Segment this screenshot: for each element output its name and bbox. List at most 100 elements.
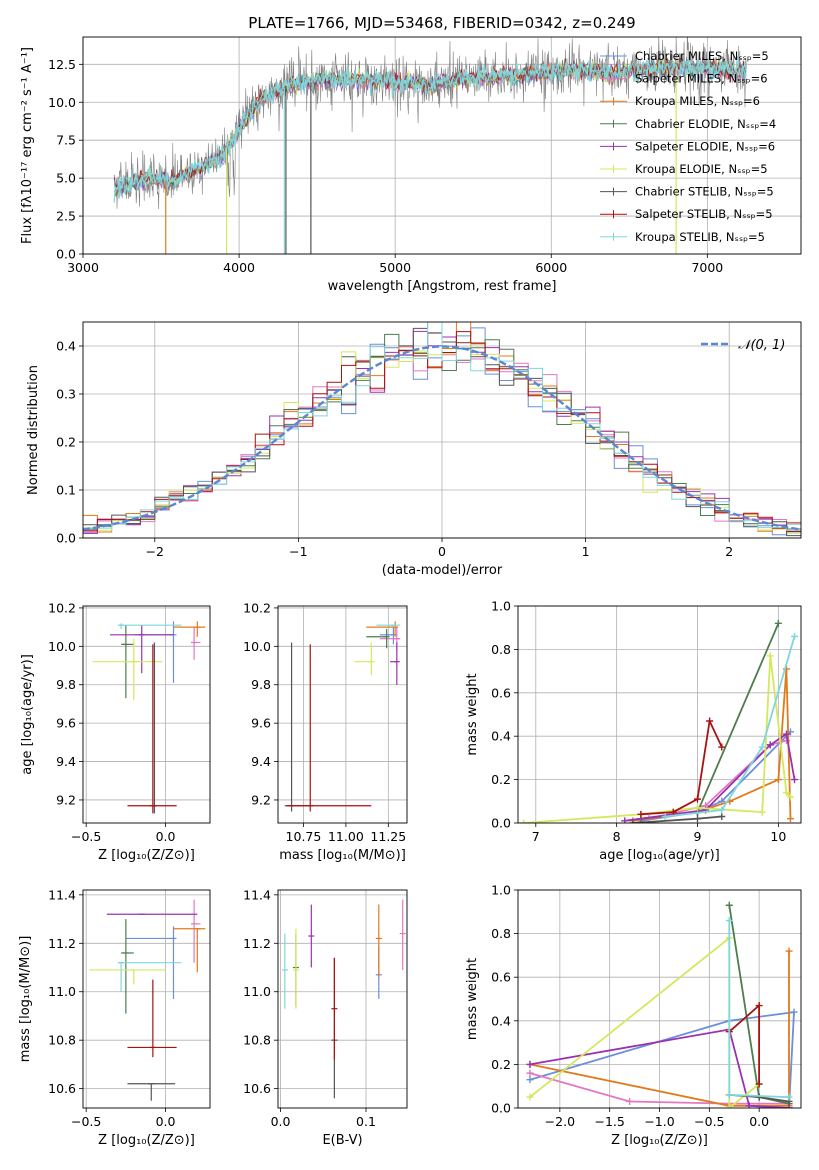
weights-salpeter-stelib (637, 717, 726, 818)
weights-marker (785, 947, 793, 955)
plot-area-age_vs_mass (284, 621, 401, 812)
x-tick-label: 0 (438, 544, 446, 559)
errorbar-chabrier-elodie (121, 919, 134, 1014)
y-axis-label: age [log₁₀(age/yr)] (20, 654, 35, 775)
errorbar-chabrier-stelib (284, 642, 309, 812)
weights-kroupa-elodie (526, 934, 763, 1108)
x-tick-label: −0.5 (694, 1114, 724, 1129)
y-tick-label: 0.4 (491, 1013, 511, 1028)
errorbar-chabrier-miles (133, 621, 177, 683)
errorbar-salpeter-miles (190, 899, 201, 963)
x-axis-label: Z [log₁₀(Z/Z⊙)] (611, 1133, 708, 1148)
y-tick-label: 0.8 (491, 926, 511, 941)
axes-frame (82, 36, 802, 255)
weights-marker (626, 1097, 634, 1105)
y-tick-label: 11.2 (243, 936, 271, 951)
x-tick-label: −2 (146, 544, 164, 559)
weights-marker (786, 793, 794, 801)
weights-marker (718, 743, 726, 751)
weights-line (529, 1028, 790, 1108)
weights-marker (706, 717, 714, 725)
weights-marker (694, 795, 702, 803)
errorbar-kroupa-elodie (354, 642, 375, 676)
x-tick-label: −2.0 (545, 1114, 575, 1129)
weights-kroupa-elodie (520, 652, 794, 823)
weights-marker (755, 1080, 763, 1088)
weights-marker (758, 808, 766, 816)
y-tick-label: 0.1 (56, 483, 76, 498)
weights-kroupa-stelib (661, 632, 799, 820)
axes-age_vs_mass: 10.75 11.00 11.25 9.2 9.4 9.6 9.8 10.0 10.2 mass … (243, 600, 408, 863)
x-tick-label: −1 (289, 544, 307, 559)
model-fit-kroupa-stelib (113, 59, 747, 194)
errorbar-salpeter-stelib (286, 644, 372, 812)
x-axis-label: age [log₁₀(age/yr)] (599, 848, 720, 863)
errorbar-salpeter-elodie (308, 904, 315, 968)
y-tick-label: 11.0 (243, 984, 271, 999)
errorbar-salpeter-miles (190, 627, 201, 660)
legend-label: Kroupa ELODIE, Nₛₛₚ=5 (635, 162, 768, 176)
y-tick-label: 9.8 (56, 677, 76, 692)
y-tick-label: 9.4 (56, 754, 76, 769)
y-tick-label: 0.0 (491, 1101, 511, 1116)
x-tick-label: −1.0 (644, 1114, 674, 1129)
errorbar-kroupa-miles (375, 904, 382, 978)
y-tick-label: 11.4 (48, 887, 76, 902)
errorbar-salpeter-stelib (127, 979, 177, 1058)
weights-marker (790, 1008, 798, 1016)
axes-frame (82, 321, 802, 539)
x-tick-label: 0.1 (356, 1114, 376, 1129)
weights-marker (791, 632, 799, 640)
x-axis-label: mass [log₁₀(M/M⊙)] (279, 848, 406, 863)
errorbar-chabrier-elodie (366, 629, 390, 649)
y-tick-label: 9.8 (251, 677, 271, 692)
plot-area-age_vs_Z (92, 621, 206, 814)
errorbar-kroupa-miles (173, 928, 206, 973)
weights-line (640, 717, 723, 816)
legend-label: Salpeter ELODIE, Nₛₛₚ=6 (635, 139, 775, 153)
y-tick-label: 1.0 (491, 599, 511, 614)
weights-marker (621, 817, 629, 823)
legend-label: Chabrier ELODIE, Nₛₛₚ=4 (635, 117, 776, 131)
y-tick-label: 10.6 (48, 1081, 76, 1096)
x-tick-label: 10 (770, 829, 786, 844)
weights-marker (526, 1076, 534, 1084)
y-tick-label: 10.0 (243, 639, 271, 654)
plot-area-spectrum (113, 37, 747, 254)
legend-label: Chabrier STELIB, Nₛₛₚ=5 (635, 185, 774, 199)
y-tick-label: 10.8 (48, 1033, 76, 1048)
weights-marker (526, 1069, 534, 1077)
x-tick-label: −1.5 (594, 1114, 624, 1129)
y-tick-label: 9.6 (251, 716, 271, 731)
weights-marker (725, 901, 733, 909)
errorbar-kroupa-stelib (117, 623, 182, 630)
y-tick-label: 9.4 (251, 754, 271, 769)
axes-age_vs_Z: −0.5 0.0 9.2 9.4 9.6 9.8 10.0 10.2 Z [log₁₀(Z/Z⊙… (20, 600, 211, 863)
errorbar-chabrier-stelib (127, 1083, 176, 1101)
x-tick-label: −0.5 (71, 1114, 101, 1129)
errorbar-salpeter-stelib (127, 644, 177, 814)
errorbar-salpeter-miles (399, 899, 406, 970)
y-tick-label: 10.0 (48, 639, 76, 654)
grid-age_vs_Z (83, 606, 210, 823)
y-axis-label: mass weight (465, 958, 480, 1040)
legend-label: Salpeter STELIB, Nₛₛₚ=5 (635, 207, 773, 221)
x-axis-label: Z [log₁₀(Z/Z⊙)] (98, 1133, 195, 1148)
y-tick-label: 2.5 (56, 209, 76, 224)
y-tick-label: 0.6 (491, 685, 511, 700)
legend-label-gaussian: 𝒩(0, 1) (738, 338, 785, 353)
weights-marker (791, 776, 799, 784)
axes-frame (277, 605, 408, 824)
plot-area-weight_vs_Z (526, 901, 798, 1108)
x-tick-label: 2 (725, 544, 733, 559)
y-tick-label: 10.2 (243, 600, 271, 615)
plot-area-mass_vs_EBV (281, 899, 406, 1099)
y-tick-label: 9.2 (251, 792, 271, 807)
weights-line (523, 655, 792, 823)
y-tick-label: 11.4 (243, 887, 271, 902)
errorbar-salpeter-elodie (390, 642, 400, 685)
x-tick-label: 5000 (379, 260, 411, 275)
weights-marker (785, 1104, 793, 1108)
x-tick-label: −0.5 (71, 829, 101, 844)
x-tick-label: 11.00 (328, 829, 364, 844)
